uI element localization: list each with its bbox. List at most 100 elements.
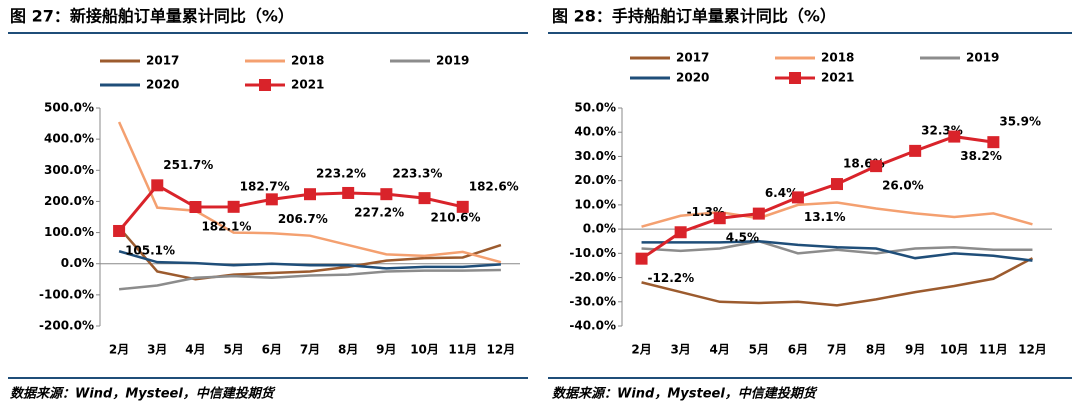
x-tick-label: 11月 bbox=[979, 343, 1008, 357]
data-label: 13.1% bbox=[804, 210, 846, 224]
data-label: 223.2% bbox=[316, 167, 366, 181]
legend-label: 2018 bbox=[291, 54, 324, 68]
legend-label: 2019 bbox=[966, 51, 999, 65]
x-tick-label: 10月 bbox=[940, 343, 969, 357]
marker bbox=[151, 179, 164, 192]
data-label: 4.5% bbox=[726, 231, 759, 245]
series-line bbox=[118, 250, 501, 270]
y-tick-label: -30.0% bbox=[569, 294, 616, 308]
series-line bbox=[118, 226, 502, 281]
chart-title: 图 27：新接船舶订单量累计同比（%） bbox=[10, 7, 294, 26]
y-tick-label: 0.0% bbox=[61, 256, 94, 270]
data-label: 206.7% bbox=[278, 212, 328, 226]
marker bbox=[713, 212, 726, 225]
x-tick-label: 9月 bbox=[905, 343, 925, 357]
y-tick-label: 50.0% bbox=[574, 101, 616, 115]
y-tick-label: 400.0% bbox=[44, 132, 94, 146]
marker bbox=[227, 200, 240, 213]
x-tick-label: 8月 bbox=[338, 343, 358, 357]
y-tick-label: -200.0% bbox=[39, 319, 94, 333]
y-tick-label: 500.0% bbox=[44, 101, 94, 115]
data-label: 223.3% bbox=[392, 167, 442, 181]
marker bbox=[189, 201, 202, 214]
x-tick-label: 12月 bbox=[487, 343, 516, 357]
chart-title: 图 28：手持船舶订单量累计同比（%） bbox=[552, 7, 836, 26]
x-tick-label: 11月 bbox=[448, 343, 477, 357]
y-tick-label: 200.0% bbox=[44, 194, 94, 208]
legend-swatch bbox=[789, 72, 801, 84]
x-tick-label: 8月 bbox=[866, 343, 886, 357]
legend-label: 2020 bbox=[676, 71, 709, 85]
x-tick-label: 2月 bbox=[109, 343, 129, 357]
marker bbox=[635, 252, 648, 265]
x-tick-label: 5月 bbox=[749, 343, 769, 357]
data-label: 227.2% bbox=[354, 205, 404, 219]
marker bbox=[113, 224, 126, 237]
x-tick-label: 2月 bbox=[631, 343, 651, 357]
x-tick-label: 6月 bbox=[262, 343, 282, 357]
marker bbox=[265, 193, 278, 206]
x-tick-label: 7月 bbox=[300, 343, 320, 357]
marker bbox=[456, 200, 469, 213]
y-tick-label: 100.0% bbox=[44, 225, 94, 239]
marker bbox=[831, 178, 843, 191]
data-label: 182.7% bbox=[240, 179, 290, 193]
marker bbox=[304, 188, 316, 201]
y-tick-label: -100.0% bbox=[39, 287, 94, 301]
marker bbox=[752, 207, 765, 220]
x-tick-label: 5月 bbox=[223, 343, 243, 357]
data-label: 105.1% bbox=[125, 243, 175, 257]
data-label: 38.2% bbox=[960, 149, 1002, 163]
x-tick-label: 12月 bbox=[1018, 343, 1047, 357]
marker bbox=[674, 226, 687, 239]
marker bbox=[987, 136, 1000, 149]
y-tick-label: 30.0% bbox=[574, 149, 616, 163]
legend-label: 2021 bbox=[821, 71, 854, 85]
y-tick-label: -40.0% bbox=[569, 319, 616, 333]
x-tick-label: 9月 bbox=[376, 343, 396, 357]
data-label: -12.2% bbox=[648, 271, 695, 285]
x-tick-label: 3月 bbox=[147, 343, 167, 357]
x-tick-label: 4月 bbox=[710, 343, 730, 357]
data-label: 251.7% bbox=[163, 158, 213, 172]
marker bbox=[870, 160, 883, 173]
marker bbox=[418, 192, 431, 205]
series-line bbox=[641, 239, 1033, 262]
y-tick-label: -10.0% bbox=[569, 246, 616, 260]
x-tick-label: 7月 bbox=[827, 343, 847, 357]
series-line bbox=[117, 121, 502, 264]
series-line bbox=[641, 201, 1033, 228]
legend-label: 2020 bbox=[146, 78, 179, 92]
legend-label: 2018 bbox=[821, 51, 854, 65]
x-tick-label: 10月 bbox=[410, 343, 439, 357]
y-tick-label: 300.0% bbox=[44, 163, 94, 177]
data-label: 6.4% bbox=[765, 186, 798, 200]
legend-label: 2017 bbox=[676, 51, 709, 65]
marker bbox=[948, 130, 961, 143]
series-line bbox=[118, 268, 501, 291]
data-label: 26.0% bbox=[882, 179, 924, 193]
marker bbox=[909, 144, 922, 157]
legend-label: 2021 bbox=[291, 78, 324, 92]
series-line bbox=[640, 135, 994, 260]
series-line bbox=[641, 239, 1033, 255]
x-tick-label: 6月 bbox=[788, 343, 808, 357]
source: 数据来源：Wind，Mysteel，中信建投期货 bbox=[10, 386, 276, 402]
data-label: 35.9% bbox=[999, 115, 1041, 129]
source: 数据来源：Wind，Mysteel，中信建投期货 bbox=[552, 386, 818, 402]
legend-swatch bbox=[259, 79, 271, 91]
marker bbox=[342, 186, 355, 199]
marker bbox=[791, 191, 804, 204]
series-line bbox=[117, 183, 464, 232]
y-tick-label: 20.0% bbox=[574, 173, 616, 187]
y-tick-label: 0.0% bbox=[583, 222, 616, 236]
y-tick-label: -20.0% bbox=[569, 270, 616, 284]
y-tick-label: 40.0% bbox=[574, 125, 616, 139]
legend-label: 2017 bbox=[146, 54, 179, 68]
marker bbox=[380, 188, 393, 201]
series-line bbox=[641, 257, 1034, 307]
x-tick-label: 3月 bbox=[670, 343, 690, 357]
legend-label: 2019 bbox=[436, 54, 469, 68]
